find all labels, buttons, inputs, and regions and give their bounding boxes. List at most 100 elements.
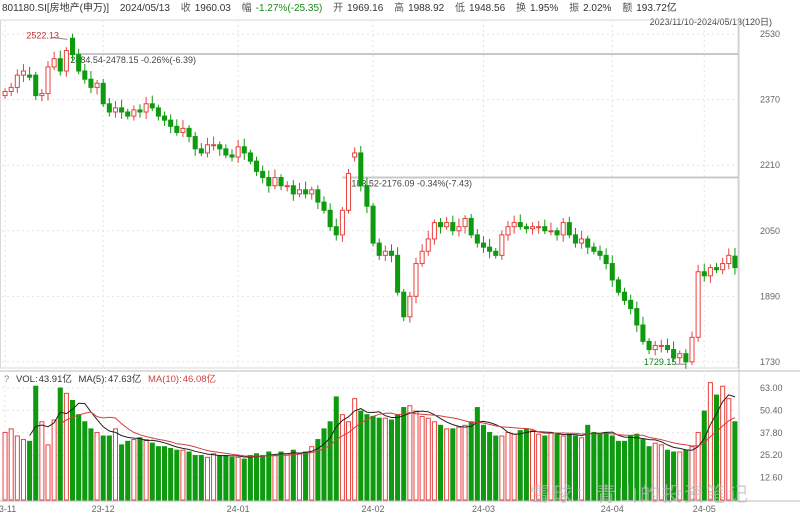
volume-bar (579, 437, 585, 501)
volume-bar (652, 442, 658, 501)
candle-body (413, 263, 419, 297)
candle-body (82, 70, 88, 80)
low-value: 1948.56 (469, 3, 506, 14)
volume-bar (2, 431, 8, 501)
volume-bar (180, 449, 186, 501)
amount-label: 额 (622, 3, 633, 14)
volume-bar (388, 419, 394, 501)
candle-body (462, 217, 468, 228)
vol-value: 43.91亿 (38, 374, 72, 385)
volume-bar (726, 398, 732, 501)
ma5-value: 47.63亿 (108, 374, 142, 385)
candle-body (683, 353, 689, 363)
volume-bar (168, 447, 174, 501)
volume-bar (27, 440, 33, 501)
candle-body (137, 109, 143, 113)
candle-body (579, 238, 585, 244)
volume-bar (174, 449, 180, 501)
candle-body (63, 50, 69, 72)
candle-body (493, 250, 499, 256)
candle-body (382, 250, 388, 256)
volume-bar (327, 421, 333, 501)
close-label: 收 (180, 3, 191, 14)
change-label: 幅 (241, 3, 252, 14)
volume-bar (444, 428, 450, 501)
candle-body (51, 58, 57, 68)
x-tick-label: 24-03 (472, 504, 495, 514)
price-tick-label: 2050 (760, 226, 780, 236)
volume-bar (714, 394, 720, 501)
candle-body (284, 185, 290, 188)
volume-bar (290, 449, 296, 501)
candle-body (106, 103, 112, 113)
volume-bar (8, 428, 14, 501)
volume-bar (493, 435, 499, 501)
candle-body (223, 148, 229, 156)
vol-label: VOL: (15, 374, 38, 385)
volume-bar (560, 435, 566, 501)
candle-body (162, 115, 168, 121)
volume-bar (364, 414, 370, 501)
candle-body (309, 189, 315, 195)
candle-body (548, 230, 554, 233)
candle-body (260, 170, 266, 179)
candle-body (358, 152, 364, 187)
volume-bar (438, 424, 444, 501)
candle-body (131, 109, 137, 117)
candle-body (591, 246, 597, 252)
amplitude-value: 2.02% (583, 3, 612, 14)
volume-bar (296, 453, 302, 501)
candle-body (640, 324, 646, 342)
candle-body (247, 152, 253, 162)
x-tick-label: 24-05 (693, 504, 716, 514)
volume-bar (51, 419, 57, 501)
candle-body (57, 58, 63, 72)
candle-body (290, 185, 296, 195)
volume-tick-label: 25.20 (760, 450, 783, 460)
volume-bar (622, 440, 628, 501)
x-tick-label: 23-11 (0, 504, 16, 514)
candle-body (431, 222, 437, 240)
candle-body (192, 136, 198, 150)
candle-body (76, 54, 82, 72)
candle-body (8, 86, 14, 92)
volume-bar (137, 437, 143, 501)
candle-body (186, 127, 192, 138)
turnover-value: 1.95% (529, 3, 559, 14)
candle-body (597, 250, 603, 256)
volume-bar (707, 382, 713, 501)
candle-body (241, 146, 247, 154)
candle-body (536, 226, 542, 229)
candle-body (456, 226, 462, 232)
ma5-label: MA(5): (78, 374, 108, 385)
price-tick-label: 2530 (760, 29, 780, 39)
candle-body (419, 250, 425, 265)
volume-bar (542, 435, 548, 501)
volume-bar (658, 444, 664, 501)
volume-bar (591, 431, 597, 501)
volume-bar (474, 407, 480, 501)
volume-bar (217, 455, 223, 501)
candle-body (155, 107, 161, 117)
volume-bar (395, 414, 401, 501)
candle-body (572, 234, 578, 244)
volume-bar (20, 439, 26, 501)
candle-body (346, 172, 352, 211)
volume-bar (303, 451, 309, 501)
help-icon[interactable]: ? (4, 374, 10, 385)
volume-bar (628, 435, 634, 501)
volume-bar (376, 417, 382, 501)
volume-bar (523, 428, 529, 501)
high-marker-line (52, 36, 68, 40)
high-value: 1988.92 (408, 3, 445, 14)
candle-body (615, 279, 621, 293)
range-label: 2484.54-2478.15 -0.26%(-6.39) (70, 55, 196, 65)
candle-body (70, 37, 76, 56)
volume-bar (468, 421, 474, 501)
candle-body (542, 226, 548, 232)
volume-ma10-line (60, 411, 736, 457)
header-info-bar: 801180.SI[房地产(申万)] 2024/05/13 收 1960.03 幅… (0, 0, 800, 18)
candle-body (88, 78, 94, 88)
low-label: 低 (455, 3, 465, 14)
